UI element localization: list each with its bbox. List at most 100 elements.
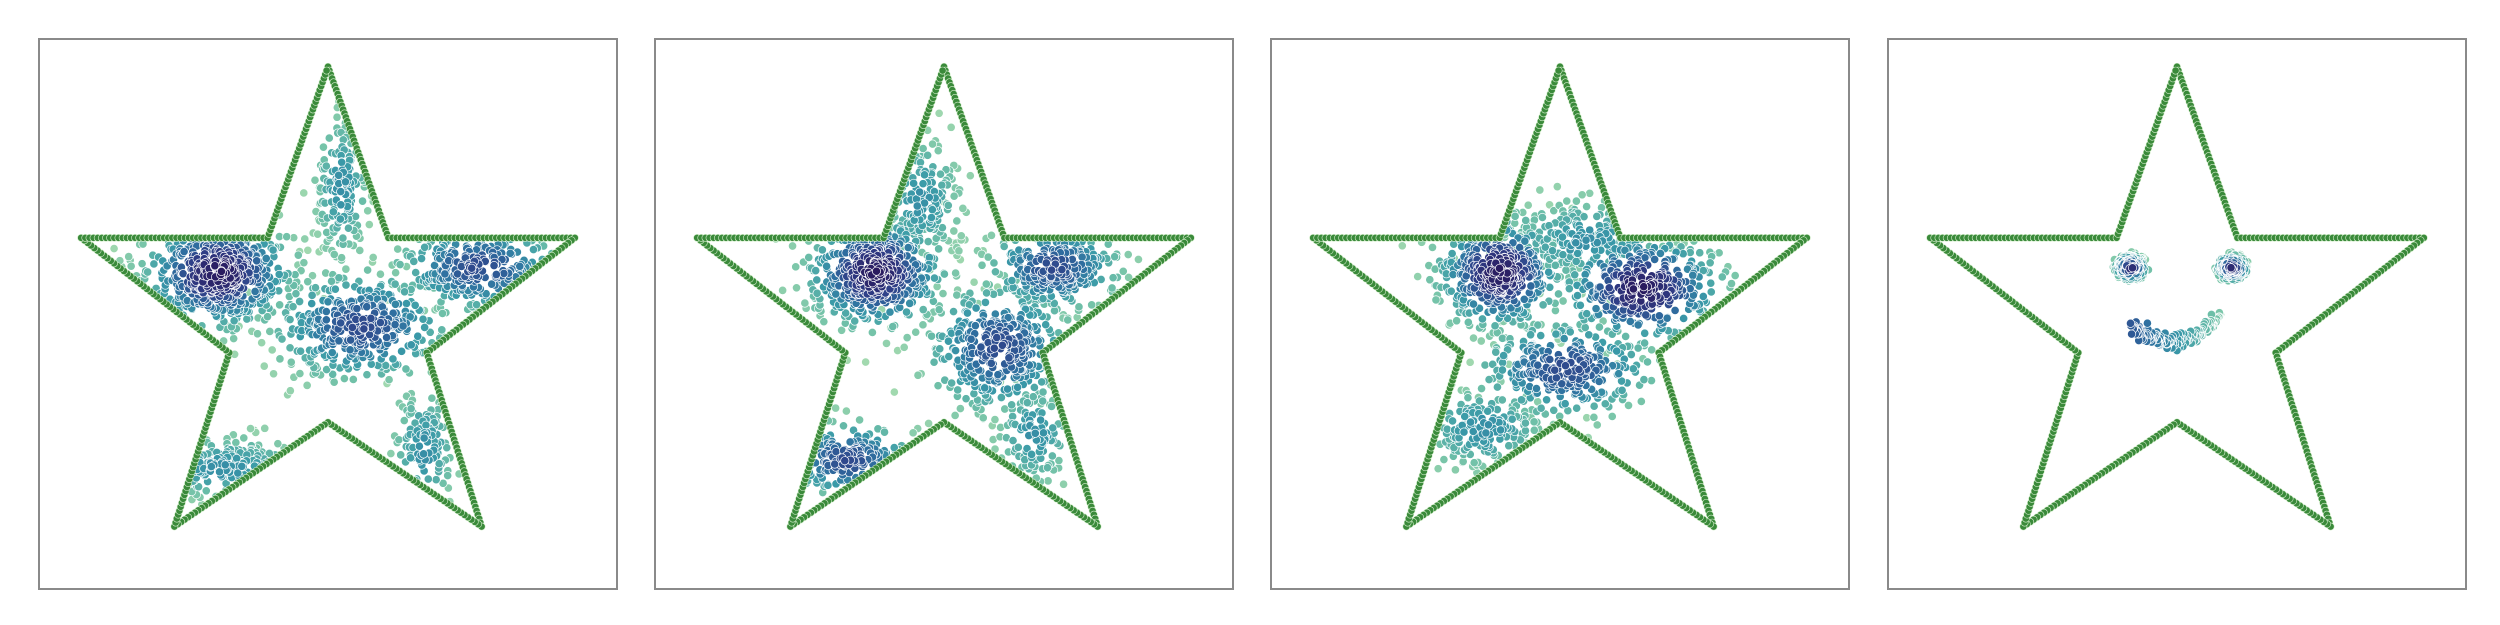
scatter-point (391, 268, 401, 278)
scatter-point (355, 245, 365, 255)
scatter-point (1564, 284, 1574, 294)
scatter-point (913, 370, 923, 380)
scatter-point (976, 342, 986, 352)
scatter-point (838, 421, 849, 431)
scatter-point (924, 418, 934, 428)
scatter-point (359, 324, 369, 334)
scatter-point (1123, 250, 1133, 260)
scatter-point (812, 288, 822, 298)
scatter-point (840, 456, 850, 466)
scatter-point (288, 302, 298, 312)
scatter-point (291, 289, 301, 299)
scatter-point (951, 268, 961, 278)
scatter-point (327, 348, 337, 358)
scatter-point (1726, 279, 1737, 289)
scatter-point (1679, 313, 1689, 323)
scatter-point (933, 381, 943, 391)
scatter-point (888, 322, 898, 332)
scatter-point (239, 433, 249, 443)
scatter-point (345, 345, 355, 355)
scatter-point (267, 345, 277, 355)
scatter-point (1589, 412, 1599, 422)
scatter-point (1477, 384, 1487, 394)
scatter-point (406, 340, 416, 350)
scatter-point (179, 247, 189, 257)
scatter-point (489, 261, 499, 271)
outline-marker (938, 66, 947, 75)
scatter-point (300, 234, 310, 244)
scatter-point (299, 188, 309, 198)
scatter-point (966, 334, 976, 344)
scatter-point (1397, 241, 1407, 251)
scatter-point (947, 378, 957, 388)
scatter-point (819, 317, 829, 327)
scatter-point (216, 266, 226, 276)
scatter-point (949, 307, 959, 317)
scatter-point (274, 269, 284, 279)
scatter-point (1536, 403, 1546, 413)
scatter-point (1013, 382, 1023, 392)
scatter-point (414, 441, 424, 451)
scatter-point (420, 322, 430, 332)
scatter-point (867, 327, 877, 337)
scatter-point (934, 305, 944, 315)
scatter-point (307, 271, 318, 281)
scatter-point (1526, 330, 1536, 340)
scatter-point (918, 179, 928, 189)
scatter-point (837, 325, 847, 335)
scatter-point (955, 404, 965, 414)
scatter-point (944, 352, 954, 362)
scatter-point (409, 256, 419, 266)
scatter-point (1571, 256, 1581, 266)
scatter-point (1431, 295, 1441, 305)
scatter-point (1007, 400, 1017, 410)
scatter-point (269, 369, 279, 379)
scatter-point (1490, 321, 1500, 331)
scatter-point (1497, 333, 1508, 343)
scatter-point (420, 242, 430, 252)
scatter-point (390, 299, 400, 309)
scatter-plot-3 (1309, 62, 1811, 531)
scatter-point (418, 314, 428, 324)
scatter-point (1706, 278, 1716, 288)
scatter-point (926, 213, 937, 223)
scatter-point (137, 259, 147, 269)
scatter-point (996, 392, 1006, 403)
scatter-point (989, 343, 999, 353)
scatter-point (1481, 428, 1491, 438)
scatter-point (334, 336, 344, 346)
scatter-point (233, 468, 243, 478)
scatter-point (1636, 396, 1646, 406)
scatter-point (855, 415, 865, 425)
scatter-point (850, 316, 860, 326)
scatter-point (958, 203, 968, 213)
scatter-point (1477, 314, 1487, 324)
scatter-point (1047, 451, 1057, 461)
scatter-point (285, 386, 295, 396)
scatter-point (467, 263, 477, 273)
scatter-point (1497, 395, 1507, 405)
scatter-point (1553, 289, 1564, 299)
scatter-point (823, 480, 833, 490)
scatter-point (343, 223, 353, 233)
scatter-point (332, 112, 342, 122)
scatter-point (324, 133, 334, 143)
scatter-point (400, 287, 410, 297)
scatter-point (1041, 258, 1051, 268)
scatter-point (413, 331, 423, 341)
scatter-point (1027, 449, 1037, 459)
scatter-point (949, 226, 959, 236)
scatter-point (275, 300, 285, 310)
scatter-point (261, 253, 271, 264)
scatter-point (339, 374, 349, 384)
scatter-point (908, 428, 918, 438)
scatter-point (778, 285, 788, 295)
scatter-point (1452, 316, 1462, 326)
scatter-point (1542, 395, 1552, 405)
scatter-point (1537, 212, 1547, 222)
scatter-point (982, 288, 992, 298)
scatter-point (419, 433, 429, 443)
scatter-point (990, 415, 1000, 425)
scatter-point (1594, 322, 1604, 332)
scatter-point (282, 232, 292, 242)
